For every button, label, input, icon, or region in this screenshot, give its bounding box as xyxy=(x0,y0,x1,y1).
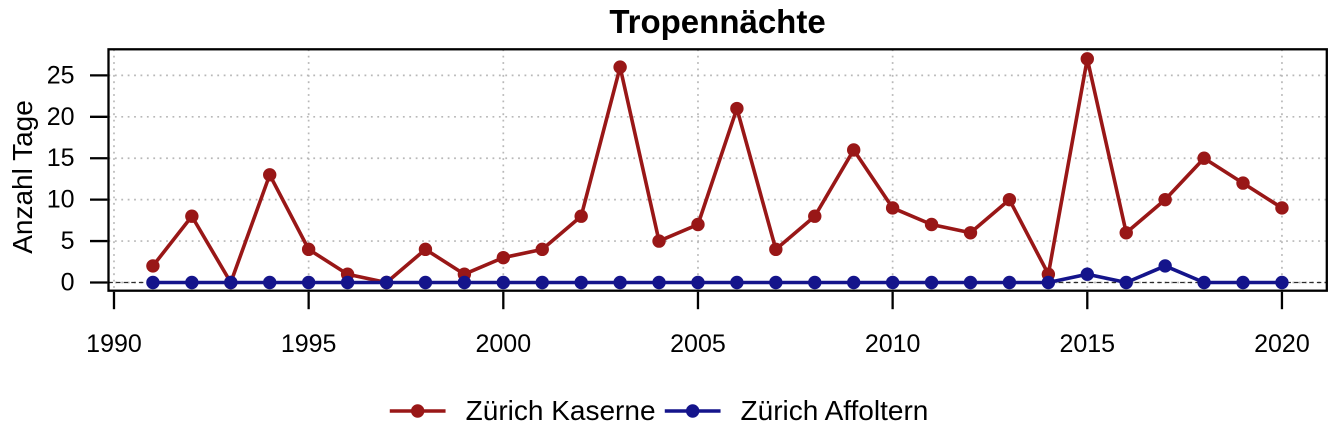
data-point xyxy=(496,250,511,265)
x-axis-tick-label: 1990 xyxy=(86,330,142,358)
series-z-rich-kaserne xyxy=(146,52,1289,290)
data-point xyxy=(808,209,822,223)
data-point xyxy=(808,275,822,290)
series-z-rich-affoltern xyxy=(146,259,1289,290)
data-point xyxy=(185,209,199,223)
data-point xyxy=(924,217,939,232)
legend-swatch-zurich-kaserne-icon xyxy=(389,404,446,418)
data-point xyxy=(1197,151,1211,165)
data-point xyxy=(535,275,549,290)
data-point xyxy=(1002,192,1017,207)
x-axis-tick-label: 2015 xyxy=(1059,330,1115,358)
data-point xyxy=(730,275,744,290)
data-point xyxy=(1080,52,1094,66)
data-point xyxy=(730,101,744,116)
x-axis-tick-label: 2000 xyxy=(475,330,531,358)
y-axis-title: Anzahl Tage xyxy=(6,100,38,254)
data-point xyxy=(924,275,939,290)
data-point xyxy=(185,275,199,290)
data-point xyxy=(963,226,978,240)
y-axis-tick-label: 10 xyxy=(47,186,75,214)
series-line xyxy=(151,264,1284,285)
legend: Zürich Kaserne Zürich Affoltern xyxy=(389,395,929,426)
data-point xyxy=(263,168,277,182)
legend-swatch-zurich-affoltern-icon xyxy=(664,404,721,418)
data-point xyxy=(846,275,861,290)
data-point xyxy=(418,242,433,257)
data-point xyxy=(146,259,160,273)
data-point xyxy=(1158,192,1172,207)
data-point xyxy=(418,275,433,290)
data-point xyxy=(769,242,783,257)
legend-label-zurich-kaserne: Zürich Kaserne xyxy=(465,395,656,426)
data-point xyxy=(691,275,705,290)
x-axis-tick-label: 2010 xyxy=(865,330,921,358)
data-point xyxy=(652,275,666,290)
data-point xyxy=(1275,201,1289,215)
y-axis-tick-label: 20 xyxy=(47,103,75,131)
data-point xyxy=(535,242,549,257)
axes: 1990 1995 2000 2005 2010 2015 2020 0 5 10 15 20 25 xyxy=(47,61,1310,358)
data-point xyxy=(574,209,588,223)
data-point xyxy=(457,275,472,290)
data-point xyxy=(146,275,160,290)
legend-item-zurich-affoltern: Zürich Affoltern xyxy=(664,395,929,426)
x-axis-tick-label: 2020 xyxy=(1254,330,1310,358)
data-point xyxy=(1236,275,1250,290)
data-point xyxy=(885,275,900,290)
legend-label-zurich-affoltern: Zürich Affoltern xyxy=(740,395,929,426)
y-axis-tick-label: 15 xyxy=(47,144,75,172)
y-axis-tick-label: 5 xyxy=(61,227,75,255)
data-point xyxy=(574,275,588,290)
data-point xyxy=(496,275,511,290)
data-point xyxy=(1119,226,1133,240)
data-point xyxy=(224,275,238,290)
data-point xyxy=(301,242,316,257)
data-point xyxy=(1236,176,1250,190)
data-point xyxy=(1002,275,1017,290)
data-point xyxy=(652,234,666,248)
data-point xyxy=(1041,275,1056,290)
x-axis-tick-label: 1995 xyxy=(281,330,337,358)
data-point xyxy=(1197,275,1211,290)
data-point xyxy=(1275,275,1289,290)
data-point xyxy=(613,275,627,290)
data-point xyxy=(963,275,978,290)
series-line xyxy=(151,57,1284,285)
data-point xyxy=(885,201,900,215)
plot-box xyxy=(107,48,1328,292)
data-point xyxy=(691,217,705,232)
data-point xyxy=(846,143,861,157)
data-point xyxy=(613,60,627,74)
chart-title: Tropennächte xyxy=(609,2,826,40)
data-point xyxy=(301,275,316,290)
y-axis-tick-label: 0 xyxy=(61,268,75,296)
data-point xyxy=(263,275,277,290)
legend-item-zurich-kaserne: Zürich Kaserne xyxy=(389,395,656,426)
data-point xyxy=(769,275,783,290)
data-point xyxy=(1119,275,1133,290)
data-point xyxy=(379,275,394,290)
x-axis-tick-label: 2005 xyxy=(670,330,726,358)
data-point xyxy=(1158,259,1172,273)
y-axis-tick-label: 25 xyxy=(47,61,75,89)
data-point xyxy=(340,275,355,290)
data-point xyxy=(1080,267,1094,281)
